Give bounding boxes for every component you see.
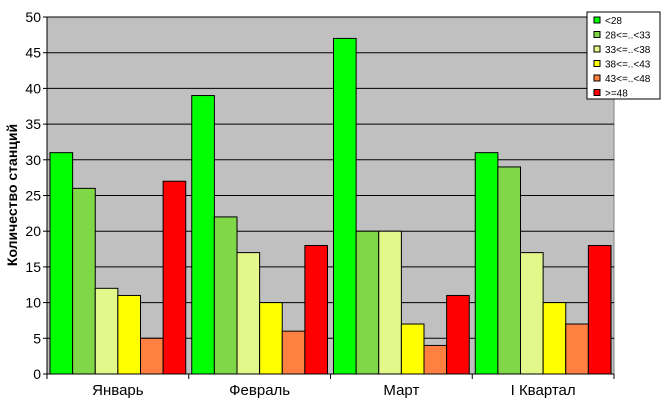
y-tick-labels: 0 5 10 15 20 25 30 35 40 45 50 bbox=[25, 9, 41, 382]
x-tick-label: Январь bbox=[92, 382, 144, 399]
legend-label: <28 bbox=[605, 16, 622, 27]
y-tick-label: 10 bbox=[25, 295, 41, 311]
legend-swatch bbox=[593, 16, 601, 24]
bar bbox=[400, 323, 425, 375]
bar bbox=[423, 344, 448, 375]
bar bbox=[446, 294, 470, 375]
y-tick-label: 45 bbox=[25, 45, 41, 61]
legend-label: 43<=..<48 bbox=[605, 74, 651, 85]
legend-swatch bbox=[593, 31, 601, 38]
x-tick-label: Март bbox=[383, 382, 419, 399]
y-tick-label: 0 bbox=[33, 366, 41, 382]
bar bbox=[333, 37, 357, 375]
legend-swatch bbox=[593, 89, 601, 96]
legend-label: 33<=..<38 bbox=[605, 45, 651, 56]
bar bbox=[259, 302, 283, 375]
x-tick-label: Февраль bbox=[229, 382, 290, 399]
y-tick-label: 15 bbox=[25, 259, 41, 275]
legend-swatch bbox=[593, 45, 601, 53]
bar bbox=[542, 302, 567, 375]
bar bbox=[94, 287, 119, 375]
bar bbox=[355, 230, 380, 375]
y-tick-label: 20 bbox=[25, 223, 41, 239]
legend-box bbox=[586, 11, 661, 100]
bar bbox=[117, 294, 141, 375]
bar bbox=[497, 166, 521, 375]
y-tick-label: 40 bbox=[25, 80, 41, 96]
bar bbox=[191, 95, 215, 375]
bar bbox=[520, 252, 544, 375]
legend-swatch bbox=[593, 60, 601, 67]
legend-label: >=48 bbox=[605, 89, 628, 100]
bar bbox=[378, 230, 402, 375]
bar bbox=[474, 152, 499, 375]
axes bbox=[43, 16, 615, 379]
y-tick-label: 25 bbox=[25, 188, 41, 204]
y-tick-label: 30 bbox=[25, 152, 41, 168]
legend: <28 28<=..<33 33<=..<38 38<=..<43 43<=..<48 >… bbox=[586, 11, 661, 100]
bar bbox=[304, 244, 328, 375]
legend-swatch bbox=[593, 74, 601, 82]
bar bbox=[162, 180, 187, 375]
bar bbox=[565, 323, 589, 375]
bar bbox=[236, 252, 261, 375]
y-tick-label: 5 bbox=[33, 330, 41, 346]
y-tick-label: 35 bbox=[25, 116, 41, 132]
bar bbox=[213, 216, 238, 375]
bar bbox=[72, 187, 96, 375]
y-tick-label: 50 bbox=[25, 9, 41, 25]
bars bbox=[49, 37, 612, 375]
bar bbox=[281, 330, 306, 375]
legend-label: 28<=..<33 bbox=[605, 31, 651, 42]
y-axis-label: Количество станций bbox=[4, 124, 20, 266]
x-tick-labels: Январь Февраль Март I Квартал bbox=[92, 382, 575, 399]
x-tick-label: I Квартал bbox=[511, 382, 576, 399]
bar bbox=[587, 244, 612, 375]
legend-label: 38<=..<43 bbox=[605, 60, 651, 71]
bar bbox=[140, 337, 164, 375]
bar bbox=[49, 152, 74, 375]
